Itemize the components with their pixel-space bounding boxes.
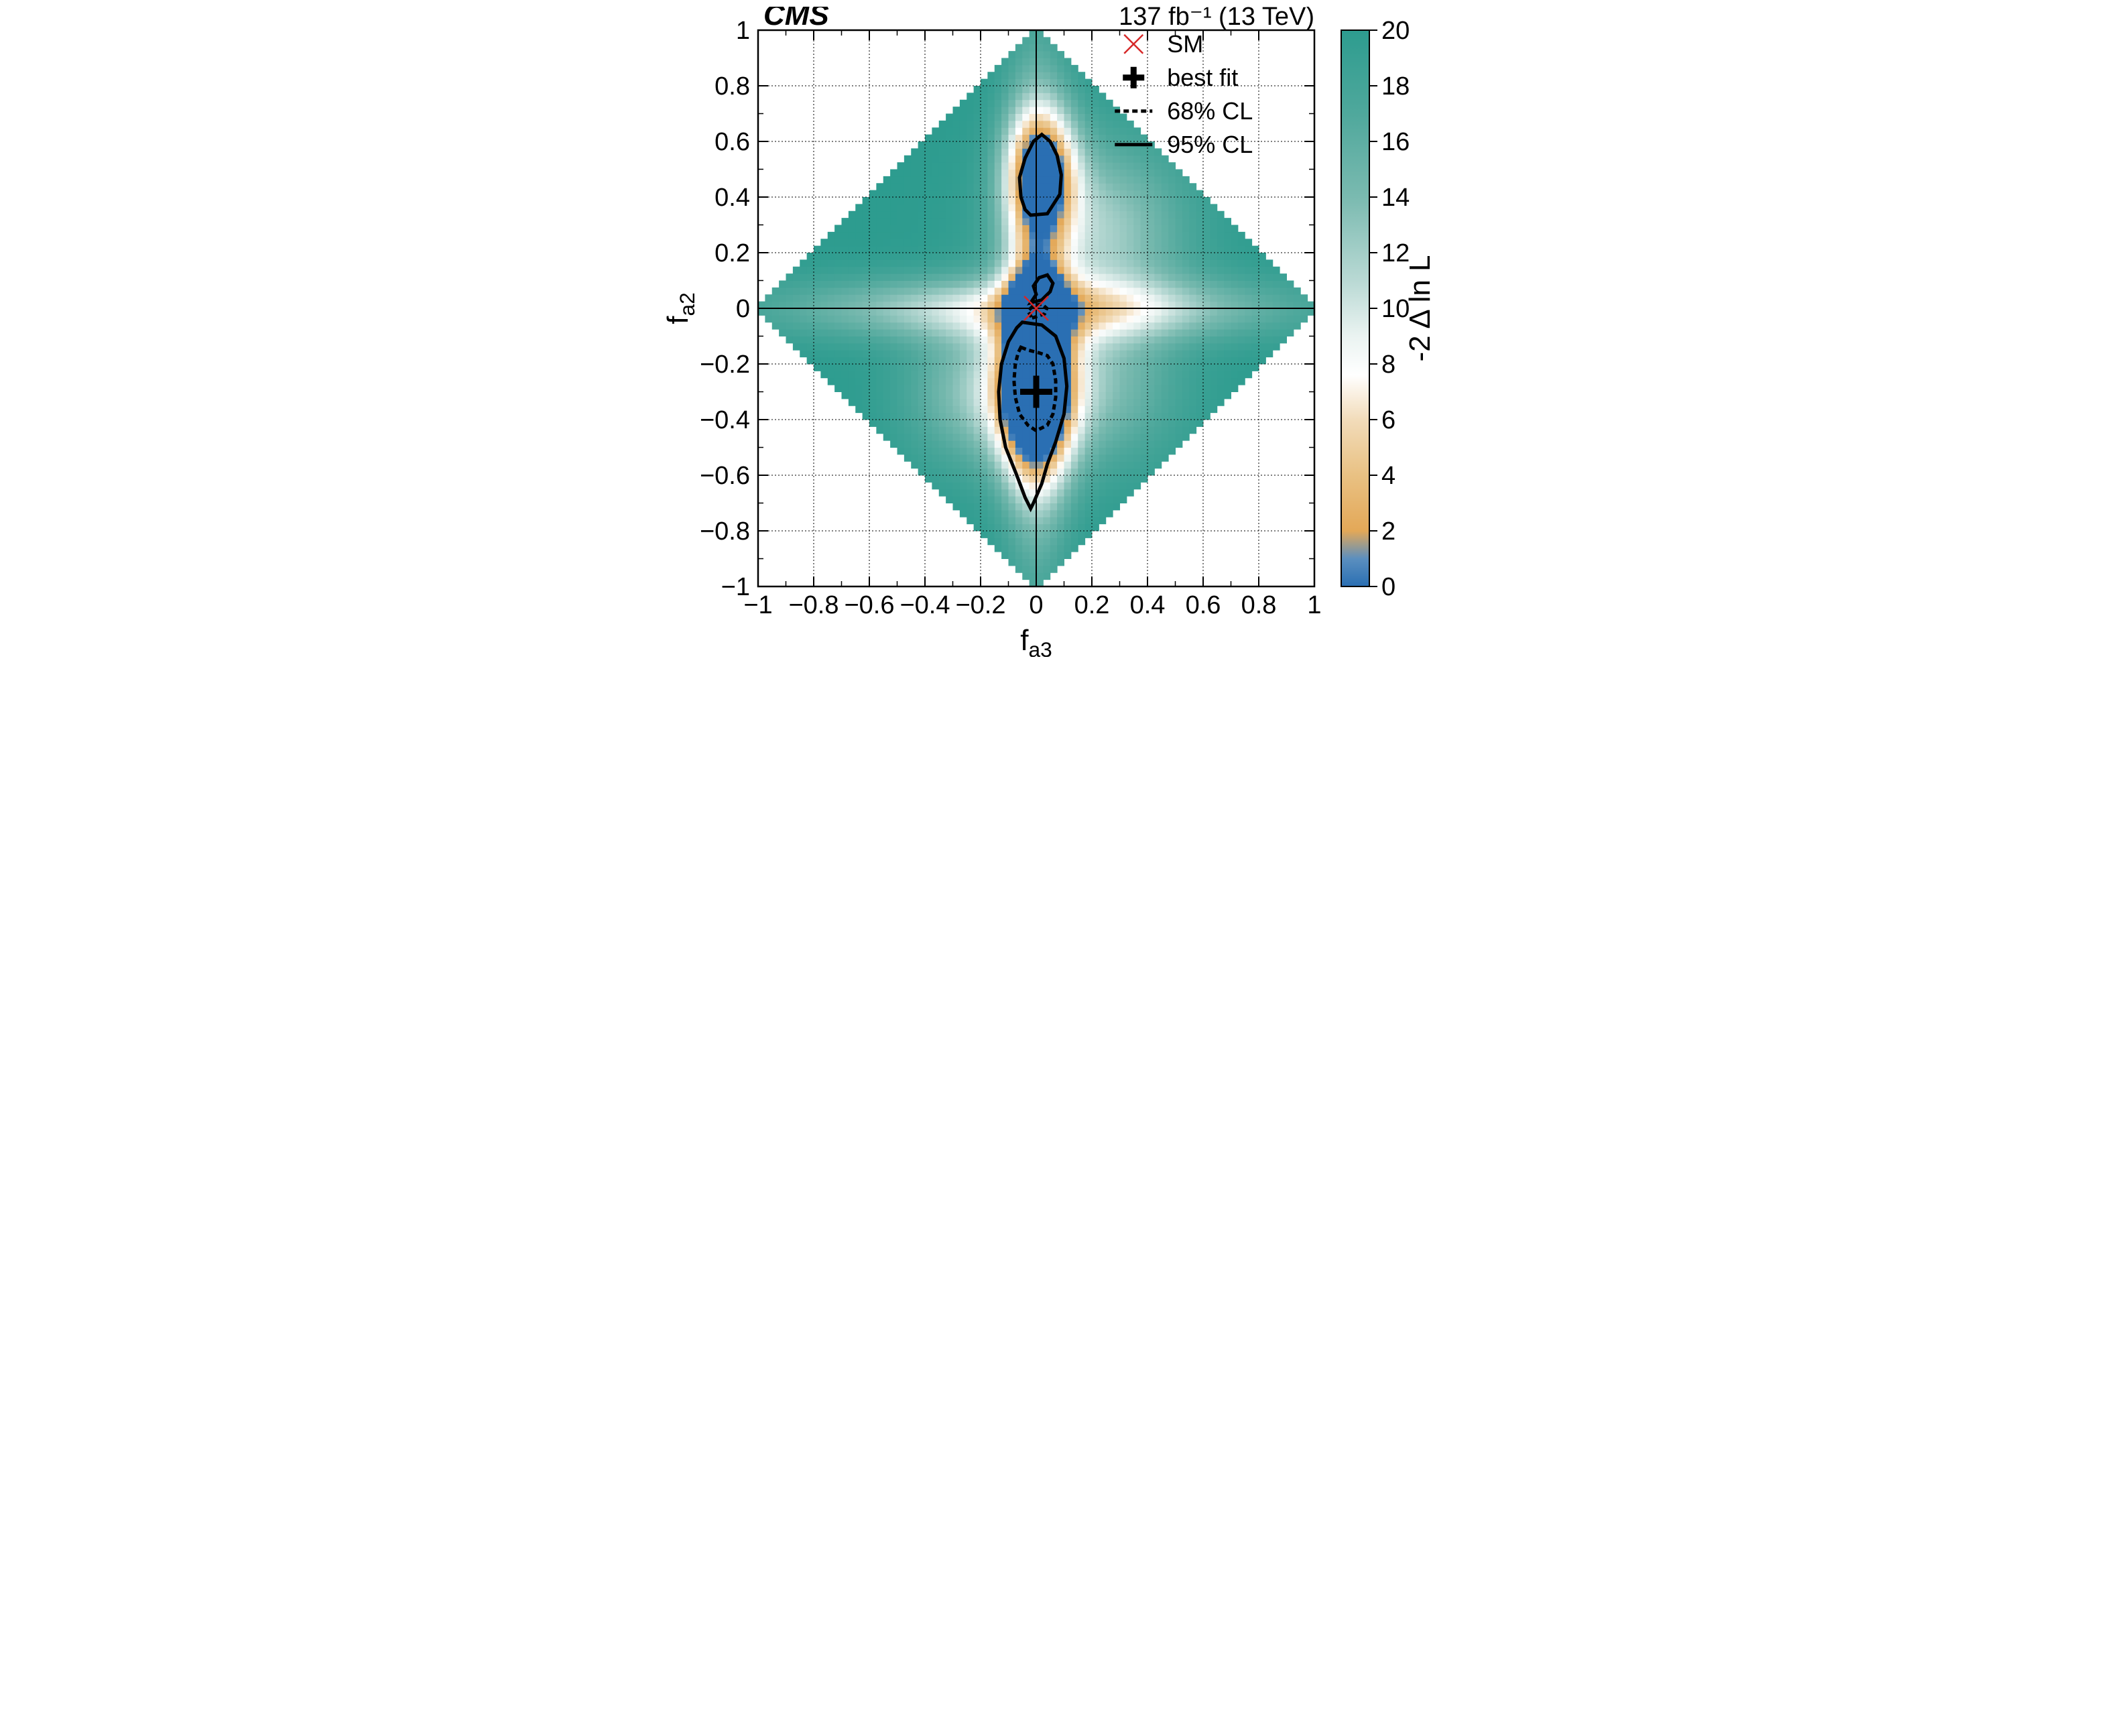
z-tick-label: 14 [1381, 184, 1410, 212]
y-tick-label: 1 [735, 17, 749, 45]
experiment-label: CMS [763, 7, 829, 32]
x-tick-label: −0.8 [788, 591, 838, 619]
y-tick-label: −1 [721, 573, 749, 601]
x-tick-label: −0.6 [844, 591, 894, 619]
legend-label: 68% CL [1167, 97, 1253, 125]
z-tick-label: 16 [1381, 128, 1410, 156]
y-tick-label: 0.2 [715, 239, 750, 267]
x-tick-label: 0.8 [1241, 591, 1276, 619]
luminosity-label: 137 fb⁻¹ (13 TeV) [1119, 7, 1314, 31]
z-tick-label: 0 [1381, 573, 1395, 601]
z-tick-label: 6 [1381, 406, 1395, 434]
y-axis-label: fa2 [662, 292, 699, 324]
x-axis-label: fa3 [1020, 624, 1052, 657]
z-tick-label: 18 [1381, 72, 1410, 101]
y-tick-label: −0.4 [699, 406, 749, 434]
y-tick-label: −0.8 [699, 517, 749, 546]
y-tick-label: −0.6 [699, 462, 749, 490]
x-tick-label: 0 [1029, 591, 1043, 619]
z-tick-label: 20 [1381, 17, 1410, 45]
x-tick-label: 0.2 [1074, 591, 1109, 619]
colorbar [1341, 30, 1369, 586]
likelihood-scan-plot: −1−0.8−0.6−0.4−0.200.20.40.60.81−1−0.8−0… [661, 7, 1452, 657]
y-tick-label: 0.4 [715, 184, 750, 212]
x-tick-label: −0.4 [899, 591, 950, 619]
y-tick-label: 0.8 [715, 72, 750, 101]
z-tick-label: 2 [1381, 517, 1395, 546]
z-axis-label: -2 Δ ln L [1404, 255, 1436, 361]
z-tick-label: 8 [1381, 351, 1395, 379]
z-tick-label: 4 [1381, 462, 1395, 490]
x-tick-label: 0.6 [1185, 591, 1221, 619]
y-tick-label: −0.2 [699, 351, 749, 379]
legend-label: 95% CL [1167, 131, 1253, 158]
legend-label: SM [1167, 30, 1203, 58]
y-tick-label: 0 [735, 295, 749, 323]
x-tick-label: 0.4 [1129, 591, 1165, 619]
chart-svg: −1−0.8−0.6−0.4−0.200.20.40.60.81−1−0.8−0… [661, 7, 1452, 657]
legend-label: best fit [1167, 64, 1238, 91]
y-tick-label: 0.6 [715, 128, 750, 156]
x-tick-label: 1 [1307, 591, 1321, 619]
x-tick-label: −0.2 [955, 591, 1005, 619]
